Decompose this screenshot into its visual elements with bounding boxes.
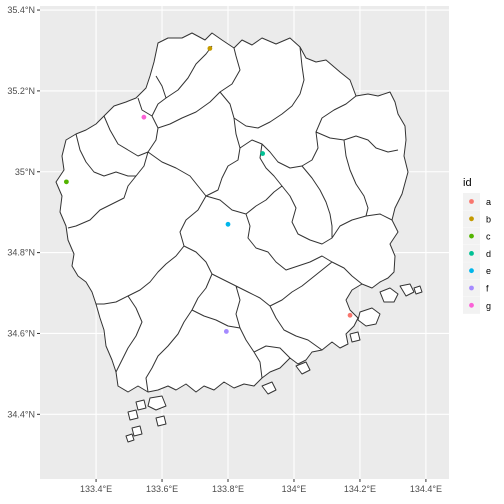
legend-swatch-b [469,216,474,222]
island-6 [261,381,277,395]
legend-swatch-a [469,199,474,204]
x-tick-label-0: 133.4°E [80,484,112,494]
y-tick-label-4: 35.2°N [7,86,35,96]
point-g [141,114,147,120]
island-11 [131,425,143,437]
y-tick-label-2: 34.8°N [7,248,35,258]
island-2 [379,287,399,303]
island-4 [349,331,361,343]
island-8 [135,399,147,411]
island-1 [357,307,381,327]
island-3 [399,283,415,297]
legend-label-g: g [486,301,491,311]
y-tick-label-5: 35.4°N [7,5,35,15]
y-axis: 34.4°N 34.6°N 34.8°N 35°N 35.2°N 35.4°N [7,5,40,419]
prefecture-land [55,32,423,443]
point-e [225,221,231,227]
point-b [207,46,213,51]
x-tick-label-2: 133.8°E [212,484,244,494]
point-f [223,329,229,334]
map-panel [40,6,449,479]
island-12 [125,433,135,443]
legend-label-b: b [486,214,491,224]
legend-label-c: c [486,232,491,242]
legend-label-f: f [486,284,489,294]
location-points [63,46,353,334]
x-tick-label-5: 134.4°E [410,484,442,494]
point-a [347,312,353,318]
island-13 [413,285,423,295]
island-10 [155,415,167,427]
legend-swatch-f [469,285,474,291]
point-d [260,151,266,156]
island-9 [127,409,139,421]
legend-title: id [463,177,472,189]
island-5 [295,361,311,375]
y-tick-label-3: 35°N [15,167,35,177]
legend-label-e: e [486,266,491,276]
legend-swatch-e [469,268,474,274]
x-axis: 133.4°E 133.6°E 133.8°E 134°E 134.2°E 134.4°E [80,479,442,494]
y-tick-label-1: 34.6°N [7,328,35,338]
island-7 [147,395,167,411]
legend-label-d: d [486,249,491,259]
x-tick-label-3: 134°E [282,484,307,494]
legend-label-a: a [486,197,491,207]
x-tick-label-4: 134.2°E [344,484,376,494]
municipal-boundaries [67,45,399,393]
legend-swatch-g [469,302,474,308]
point-c [63,179,69,185]
x-tick-label-1: 133.6°E [146,484,178,494]
legend-swatch-d [469,251,474,256]
legend-swatch-c [469,233,474,239]
y-tick-label-0: 34.4°N [7,409,35,419]
